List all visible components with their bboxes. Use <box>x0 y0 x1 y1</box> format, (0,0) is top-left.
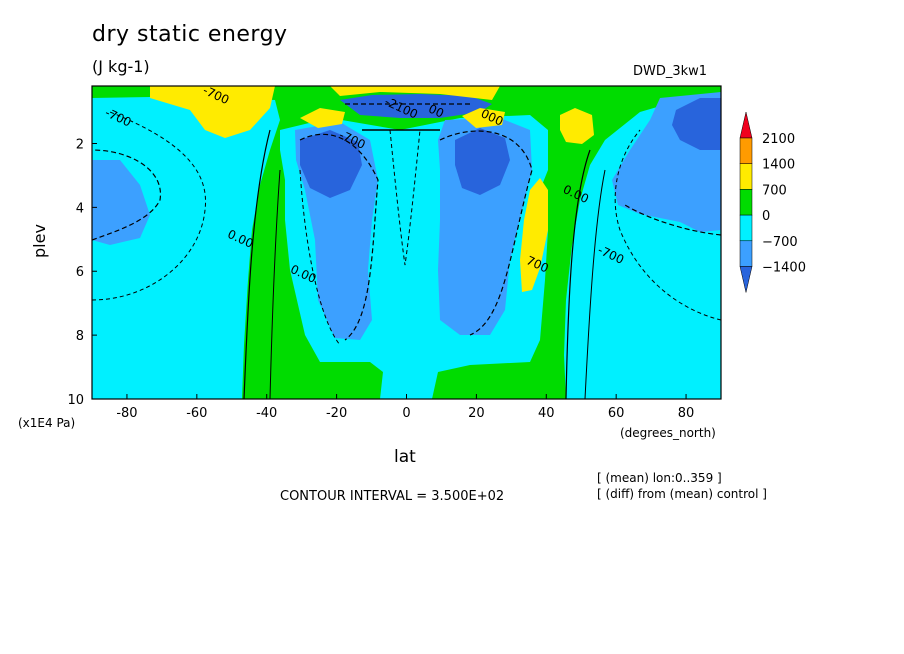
x-axis: -80 -60 -40 -20 0 20 40 60 80 <box>116 394 694 421</box>
fill-yellow-tongue <box>520 178 548 292</box>
colorbar-label: 700 <box>762 183 787 198</box>
chart-title: dry static energy <box>92 22 288 47</box>
fill-green-central <box>92 86 721 399</box>
colorbar-label: 1400 <box>762 158 795 173</box>
contour-line <box>92 111 207 301</box>
contour-line <box>565 149 591 399</box>
x-tick-label: 80 <box>678 406 695 421</box>
x-tick-label: 0 <box>402 406 410 421</box>
y-tick-label: 4 <box>76 201 84 216</box>
y-axis-unit: (x1E4 Pa) <box>18 416 76 430</box>
run-label: DWD_3kw1 <box>633 64 708 79</box>
fill-darkblue-right-edge <box>672 98 721 150</box>
contour-line <box>92 149 161 241</box>
x-tick-label: -40 <box>256 406 277 421</box>
colorbar: 2100 1400 700 0 −700 −1400 <box>739 111 806 293</box>
colorbar-swatch <box>739 214 753 242</box>
colorbar-top-arrow <box>739 111 753 139</box>
x-tick-label: 60 <box>608 406 625 421</box>
contour-line <box>269 169 281 399</box>
colorbar-swatch <box>739 240 753 267</box>
contour-label: 00 <box>426 102 446 121</box>
y-tick-label: 2 <box>76 137 84 152</box>
diff-note: [ (diff) from (mean) control ] <box>597 487 767 501</box>
fill-yellow-right-small <box>462 108 505 128</box>
x-tick-label: 40 <box>538 406 555 421</box>
mean-note: [ (mean) lon:0..359 ] <box>597 471 722 485</box>
colorbar-label: −1400 <box>762 261 806 276</box>
colorbar-label: −700 <box>762 235 798 250</box>
y-axis: 2 4 6 8 10 <box>67 137 97 408</box>
fill-darkblue-top-band <box>340 94 492 118</box>
fill-yellow-left-small <box>300 108 345 128</box>
contour-line <box>389 129 421 266</box>
contour-line <box>243 129 271 399</box>
y-tick-label: 10 <box>67 393 84 408</box>
contour-interval: CONTOUR INTERVAL = 3.500E+02 <box>280 489 505 504</box>
x-tick-label: -60 <box>186 406 207 421</box>
contour-fills <box>92 86 721 399</box>
colorbar-swatch <box>739 163 753 190</box>
contour-line <box>299 169 341 346</box>
contour-line <box>299 133 379 341</box>
x-axis-unit: (degrees_north) <box>620 426 716 440</box>
colorbar-bottom-arrow <box>739 266 753 293</box>
fill-yellow-center-top <box>330 86 500 100</box>
fill-yellow-left-top <box>150 86 275 138</box>
y-tick-label: 6 <box>76 265 84 280</box>
fill-darkblue-left-core <box>300 130 362 198</box>
contour-line <box>584 169 606 399</box>
contour-line <box>439 130 533 336</box>
x-tick-label: -80 <box>116 406 137 421</box>
colorbar-swatch <box>739 189 753 216</box>
contour-line <box>614 129 721 321</box>
x-axis-label: lat <box>394 447 416 467</box>
x-tick-label: -20 <box>326 406 347 421</box>
y-tick-label: 8 <box>76 329 84 344</box>
colorbar-label: 0 <box>762 209 770 224</box>
contour-line <box>624 204 721 236</box>
x-tick-label: 20 <box>468 406 485 421</box>
colorbar-swatch <box>739 137 753 164</box>
fill-blue-left-high <box>92 160 150 245</box>
fill-darkblue-right-core <box>455 128 510 195</box>
chart-units: (J kg-1) <box>92 57 150 76</box>
fill-yellow-right-blob <box>560 108 594 144</box>
colorbar-label: 2100 <box>762 132 795 147</box>
